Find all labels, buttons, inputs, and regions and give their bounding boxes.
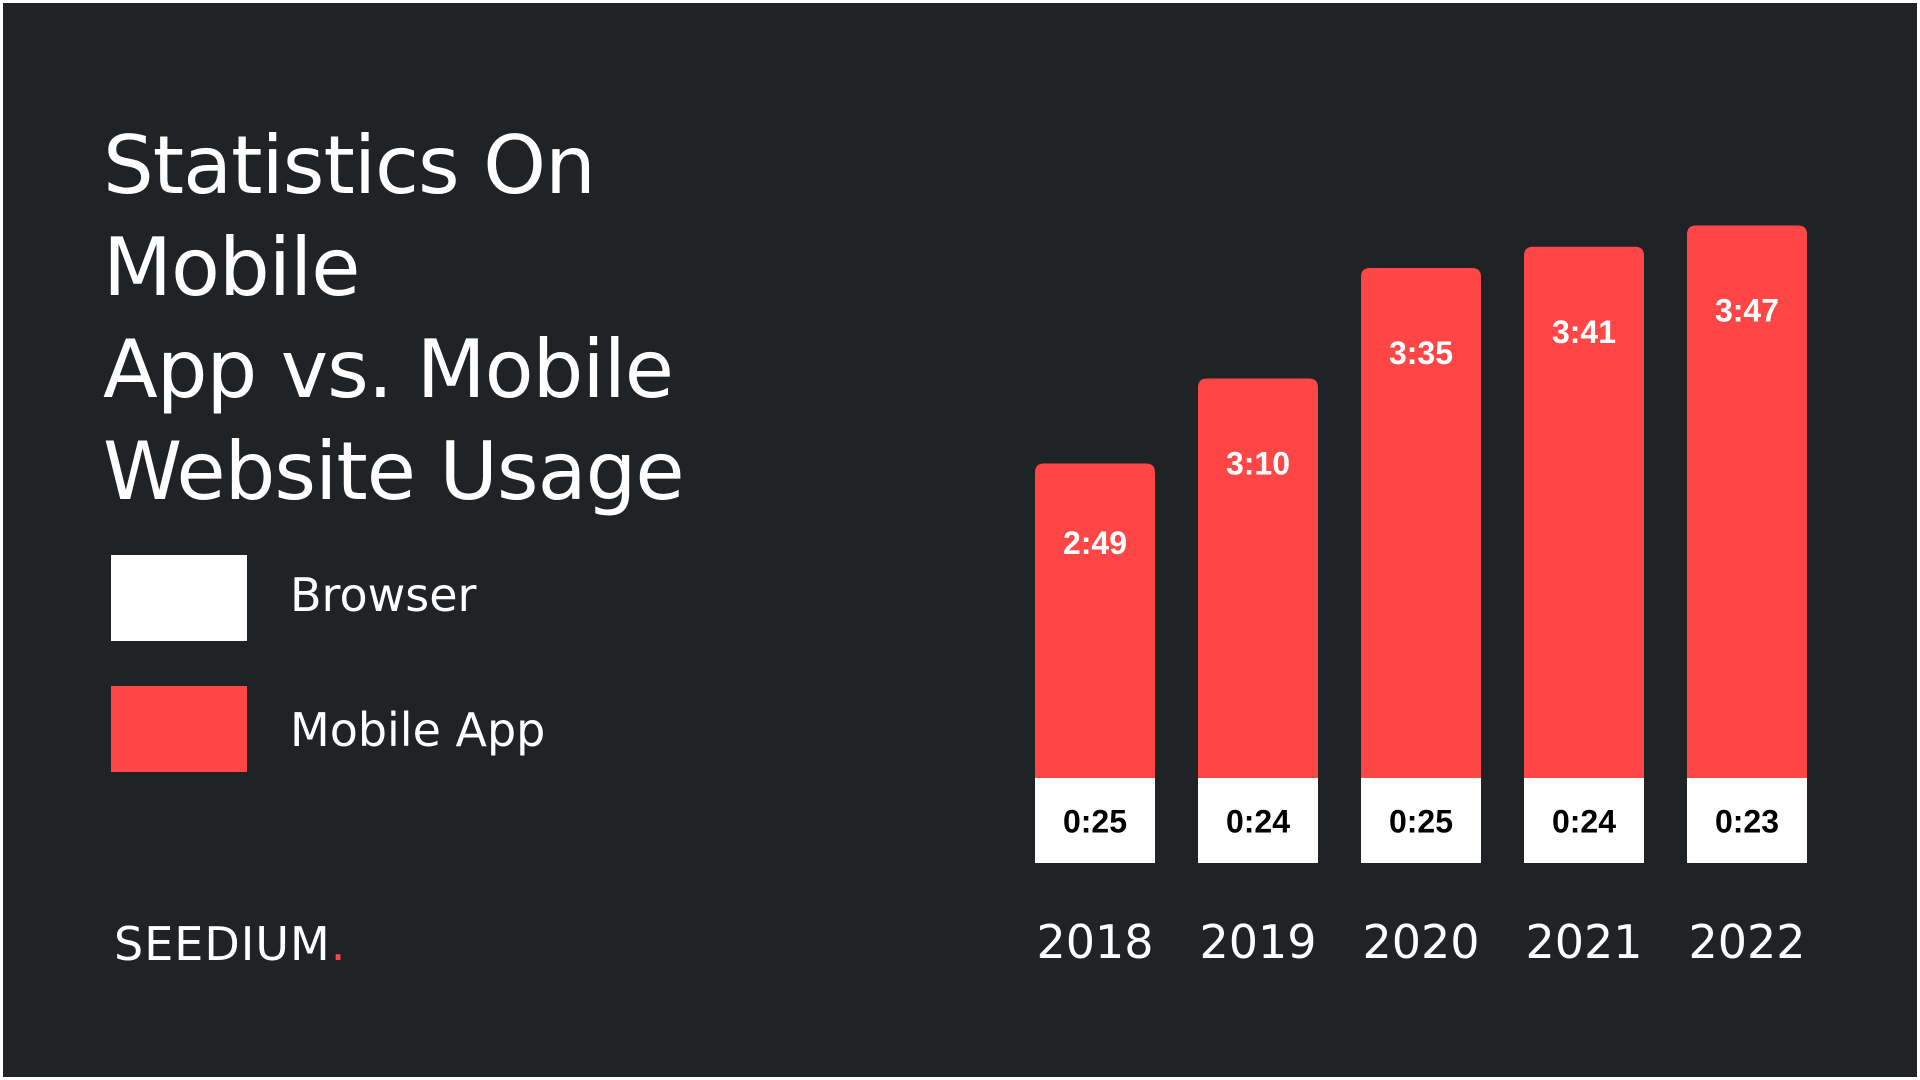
x-tick-label: 2020 [1362,915,1479,969]
value-label-mobile-app: 3:10 [1226,446,1290,482]
legend-label-browser: Browser [290,568,477,622]
logo-text: SEEDIUM [114,917,331,971]
chart-canvas: Statistics On Mobile App vs. Mobile Webs… [3,3,1917,1077]
value-label-mobile-app: 3:35 [1389,335,1453,371]
bar-mobile-app-2020 [1361,268,1481,778]
bar-mobile-app-2022 [1687,225,1807,778]
legend-label-mobile-app: Mobile App [290,703,546,757]
x-tick-label: 2022 [1688,915,1805,969]
x-tick-label: 2018 [1036,915,1153,969]
value-label-browser: 0:24 [1226,804,1290,840]
bar-mobile-app-2021 [1524,246,1644,778]
chart-title: Statistics On Mobile App vs. Mobile Webs… [103,115,863,523]
value-label-browser: 0:23 [1715,804,1779,840]
title-line: App vs. Mobile [103,323,674,416]
value-label-mobile-app: 3:47 [1715,293,1779,329]
bar-browser-2018 [1035,778,1155,863]
bar-browser-2022 [1687,778,1807,863]
bar-browser-2020 [1361,778,1481,863]
value-label-browser: 0:25 [1389,804,1453,840]
title-line: Statistics On Mobile [103,119,596,314]
bar-chart: 2:49 0:25 2018 3:10 0:24 2019 3:35 0:25 2020 3:41… [1035,225,1807,969]
logo-dot: . [330,917,347,971]
value-label-browser: 0:25 [1063,804,1127,840]
bar-browser-2019 [1198,778,1318,863]
value-label-mobile-app: 3:41 [1552,314,1616,350]
x-tick-label: 2021 [1525,915,1642,969]
title-line: Website Usage [103,425,685,518]
value-label-mobile-app: 2:49 [1063,525,1127,561]
x-tick-label: 2019 [1199,915,1316,969]
value-label-browser: 0:24 [1552,804,1616,840]
bar-mobile-app-2018 [1035,463,1155,778]
legend-swatch-browser [111,555,247,641]
legend-swatch-mobile-app [111,686,247,772]
bar-mobile-app-2019 [1198,378,1318,778]
seedium-logo: SEEDIUM. [114,917,346,971]
bar-browser-2021 [1524,778,1644,863]
